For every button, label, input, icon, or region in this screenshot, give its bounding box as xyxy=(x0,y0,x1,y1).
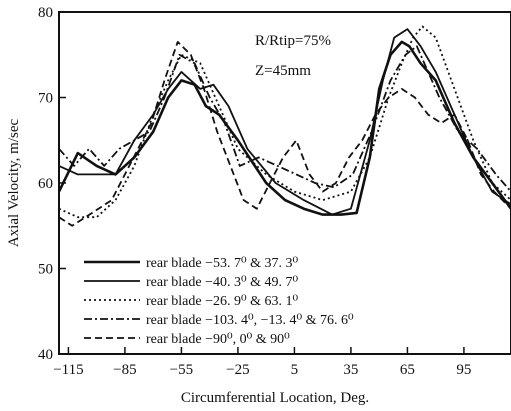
y-tick-label-2: 60 xyxy=(38,176,53,192)
legend: rear blade −53. 7⁰ & 37. 3⁰ rear blade −… xyxy=(84,256,354,347)
x-tick-label-1: −85 xyxy=(113,362,136,378)
legend-label-2: rear blade −40. 3⁰ & 49. 7⁰ xyxy=(146,275,298,290)
series-line-1 xyxy=(57,40,511,216)
legend-label-4: rear blade −103. 4⁰, −13. 4⁰ & 76. 6⁰ xyxy=(146,313,354,328)
y-tick-label-4: 80 xyxy=(38,5,53,21)
y-tick-label-3: 70 xyxy=(38,91,53,107)
y-axis-label: Axial Velocity, m/sec xyxy=(6,119,22,248)
y-tick-label-1: 50 xyxy=(38,262,53,278)
x-axis-label: Circumferential Location, Deg. xyxy=(181,390,369,406)
series-line-3 xyxy=(58,25,511,219)
tick-label-layer: −115 −85 −55 −25 5 35 65 95 40 50 60 70 80 xyxy=(38,5,471,378)
annotation-radius: R/Rtip=75% xyxy=(255,33,331,49)
legend-label-3: rear blade −26. 9⁰ & 63. 1⁰ xyxy=(146,294,298,309)
x-tick-label-4: 5 xyxy=(291,362,299,378)
series-layer xyxy=(57,25,511,227)
legend-label-1: rear blade −53. 7⁰ & 37. 3⁰ xyxy=(146,256,298,271)
plot-frame xyxy=(58,11,511,355)
x-tick-label-7: 95 xyxy=(456,362,471,378)
x-tick-label-2: −55 xyxy=(170,362,193,378)
series-line-5 xyxy=(58,41,511,227)
legend-label-5: rear blade −90⁰, 0⁰ & 90⁰ xyxy=(146,332,290,347)
x-tick-label-3: −25 xyxy=(226,362,249,378)
x-tick-label-5: 35 xyxy=(343,362,358,378)
series-line-4 xyxy=(58,45,511,193)
series-line-2 xyxy=(58,28,511,216)
x-tick-label-6: 65 xyxy=(400,362,415,378)
x-tick-label-0: −115 xyxy=(53,362,83,378)
y-tick-label-0: 40 xyxy=(38,347,53,363)
annotation-z: Z=45mm xyxy=(255,63,311,79)
